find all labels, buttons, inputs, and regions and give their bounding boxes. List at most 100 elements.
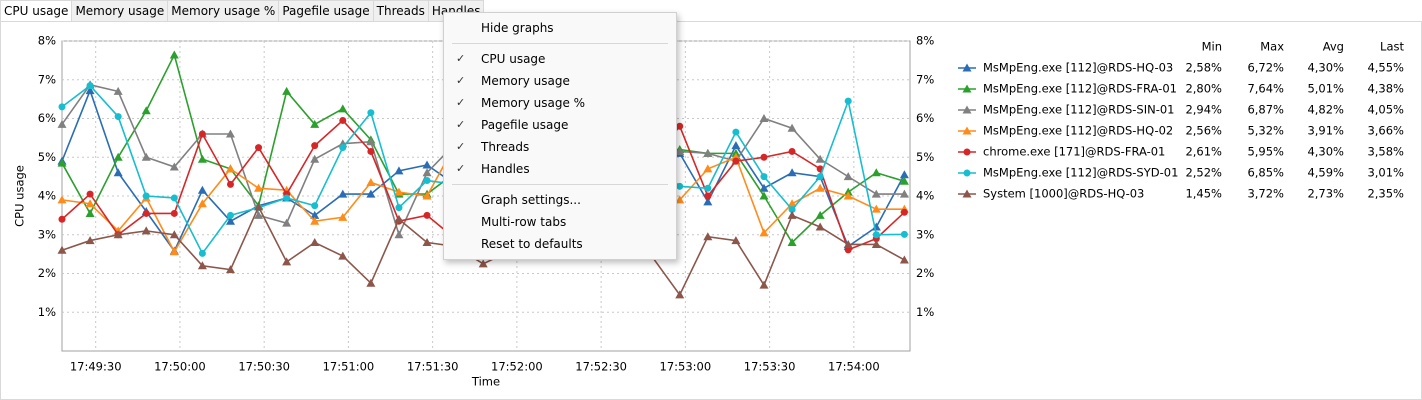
point — [900, 230, 908, 238]
point — [311, 202, 319, 210]
stats-cell: 2,61% — [1185, 145, 1222, 159]
y2-tick-label: 3% — [916, 227, 934, 241]
stats-cell: 4,05% — [1367, 103, 1404, 117]
point — [282, 86, 292, 95]
tab[interactable]: Memory usage — [71, 0, 169, 21]
point — [759, 228, 769, 237]
point — [704, 192, 712, 200]
point — [366, 137, 376, 146]
point — [703, 148, 713, 157]
point — [760, 153, 768, 161]
point — [478, 259, 488, 268]
point — [57, 195, 67, 204]
menu-item-label: Graph settings... — [481, 193, 581, 207]
stats-cell: 1,45% — [1185, 187, 1222, 201]
point — [85, 86, 95, 95]
menu-item[interactable]: Multi-row tabs — [444, 211, 676, 233]
menu-item[interactable]: ✓ Handles — [444, 158, 676, 180]
point — [422, 168, 432, 177]
point — [871, 239, 881, 248]
x-tick-label: 17:49:30 — [70, 360, 122, 374]
tab[interactable]: Memory usage % — [167, 0, 280, 21]
point — [759, 114, 769, 122]
point — [338, 189, 348, 198]
menu-item[interactable]: ✓ Pagefile usage — [444, 114, 676, 136]
point — [113, 230, 123, 239]
point — [225, 216, 235, 225]
check-icon: ✓ — [456, 118, 466, 131]
stats-cell: 3,91% — [1307, 124, 1344, 138]
legend-marker — [962, 63, 972, 72]
stats-cell: 5,95% — [1247, 145, 1284, 159]
point — [871, 222, 881, 231]
stats-cell: 2,73% — [1307, 187, 1344, 201]
y2-tick-label: 5% — [916, 150, 934, 164]
point — [57, 119, 67, 128]
point — [844, 246, 852, 254]
check-icon: ✓ — [456, 162, 466, 175]
point — [731, 141, 741, 150]
point — [169, 162, 179, 171]
legend-entry: chrome.exe [171]@RDS-FRA-01 — [983, 145, 1165, 159]
menu-item[interactable]: ✓ Memory usage % — [444, 92, 676, 114]
point — [844, 97, 852, 105]
point — [85, 208, 95, 217]
point — [675, 146, 685, 155]
point — [142, 192, 150, 200]
stats-cell: 3,72% — [1247, 187, 1284, 201]
tab[interactable]: CPU usage — [0, 0, 73, 21]
stats-cell: 3,58% — [1367, 145, 1404, 159]
tab[interactable]: Pagefile usage — [278, 0, 374, 21]
point — [170, 209, 178, 217]
menu-item[interactable]: ✓ CPU usage — [444, 48, 676, 70]
point — [366, 189, 376, 198]
point — [310, 210, 320, 219]
point — [86, 190, 94, 198]
menu-item-label: Handles — [481, 162, 530, 176]
context-menu: Hide graphs ✓ CPU usage ✓ Memory usage ✓ Memor… — [443, 12, 677, 260]
point — [899, 170, 909, 179]
point — [85, 236, 95, 245]
legend-entry: MsMpEng.exe [112]@RDS-HQ-02 — [983, 124, 1173, 138]
point — [759, 183, 769, 192]
stats-cell: 4,30% — [1307, 61, 1344, 75]
legend-marker — [962, 105, 972, 114]
point — [57, 245, 67, 254]
point — [225, 129, 235, 138]
point — [169, 247, 179, 256]
point — [141, 106, 151, 115]
point — [141, 152, 151, 161]
menu-item-label: Hide graphs — [481, 21, 554, 35]
x-tick-label: 17:52:30 — [575, 360, 627, 374]
point — [310, 154, 320, 163]
legend-entry: MsMpEng.exe [112]@RDS-SIN-01 — [983, 103, 1175, 117]
menu-item[interactable]: ✓ Memory usage — [444, 70, 676, 92]
point — [899, 255, 909, 264]
legend-marker — [963, 148, 971, 156]
stats-cell: 4,38% — [1367, 82, 1404, 96]
y2-tick-label: 8% — [916, 34, 934, 48]
point — [394, 187, 404, 196]
point — [170, 194, 178, 202]
y2-tick-label: 2% — [916, 266, 934, 280]
point — [872, 231, 880, 239]
menu-item[interactable]: Hide graphs — [444, 17, 676, 39]
y-tick-label: 8% — [38, 34, 56, 48]
point — [197, 154, 207, 163]
y-tick-label: 4% — [38, 189, 56, 203]
point — [871, 168, 881, 177]
point — [198, 249, 206, 257]
point — [676, 182, 684, 190]
menu-item[interactable]: Reset to defaults — [444, 233, 676, 255]
point — [760, 173, 768, 181]
menu-item[interactable]: ✓ Threads — [444, 136, 676, 158]
x-tick-label: 17:51:00 — [323, 360, 375, 374]
point — [422, 160, 432, 169]
tab[interactable]: Threads — [372, 0, 429, 21]
menu-item[interactable]: Graph settings... — [444, 189, 676, 211]
point — [759, 191, 769, 200]
stats-cell: 4,82% — [1307, 103, 1344, 117]
legend-marker — [962, 126, 972, 135]
stats-cell: 2,58% — [1185, 61, 1222, 75]
